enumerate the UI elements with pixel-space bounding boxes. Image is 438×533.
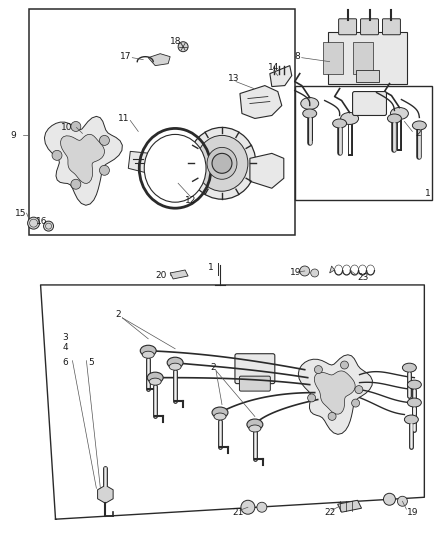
Text: 13: 13: [228, 74, 240, 83]
Ellipse shape: [303, 109, 317, 118]
Bar: [323, 42, 343, 74]
Circle shape: [355, 385, 363, 393]
Ellipse shape: [407, 380, 421, 389]
Circle shape: [384, 493, 396, 505]
Text: 19: 19: [290, 269, 301, 278]
Ellipse shape: [149, 378, 161, 385]
FancyBboxPatch shape: [339, 19, 357, 35]
Text: 23: 23: [357, 273, 369, 282]
Circle shape: [71, 179, 81, 189]
Text: 9: 9: [11, 131, 16, 140]
Polygon shape: [338, 500, 361, 512]
Ellipse shape: [169, 363, 181, 370]
FancyBboxPatch shape: [328, 32, 407, 84]
Ellipse shape: [214, 413, 226, 420]
Text: 12: 12: [185, 196, 197, 205]
Circle shape: [99, 135, 110, 146]
Circle shape: [311, 269, 319, 277]
Bar: [353, 42, 372, 74]
Text: 3: 3: [63, 333, 68, 342]
Circle shape: [340, 361, 349, 369]
Ellipse shape: [144, 134, 206, 202]
Ellipse shape: [140, 345, 156, 356]
Ellipse shape: [388, 114, 401, 123]
Circle shape: [212, 154, 232, 173]
Text: 2: 2: [115, 310, 121, 319]
Ellipse shape: [341, 112, 359, 124]
Ellipse shape: [188, 127, 256, 199]
Polygon shape: [330, 266, 335, 273]
Ellipse shape: [147, 372, 163, 383]
FancyBboxPatch shape: [240, 376, 270, 391]
Polygon shape: [314, 371, 355, 414]
Polygon shape: [60, 134, 105, 183]
Circle shape: [314, 366, 322, 374]
Ellipse shape: [196, 135, 248, 191]
Polygon shape: [240, 86, 282, 118]
Bar: [28, 9, 295, 235]
Text: 17: 17: [120, 52, 132, 61]
Ellipse shape: [403, 363, 417, 372]
Ellipse shape: [207, 148, 237, 179]
Circle shape: [28, 217, 39, 229]
Polygon shape: [250, 154, 284, 188]
Text: 11: 11: [118, 114, 130, 123]
Text: 10: 10: [60, 123, 72, 132]
Ellipse shape: [167, 357, 183, 368]
Circle shape: [52, 150, 62, 160]
Bar: [295, 86, 432, 200]
Text: 19: 19: [407, 508, 419, 516]
Text: 6: 6: [63, 358, 68, 367]
Circle shape: [257, 502, 267, 512]
Polygon shape: [170, 270, 188, 279]
Ellipse shape: [332, 119, 346, 128]
Ellipse shape: [301, 98, 319, 109]
Ellipse shape: [142, 351, 154, 358]
FancyBboxPatch shape: [382, 19, 400, 35]
Text: 16: 16: [35, 216, 47, 225]
Circle shape: [241, 500, 255, 514]
Circle shape: [300, 266, 310, 276]
Circle shape: [43, 221, 53, 231]
Ellipse shape: [247, 419, 263, 430]
Text: 1: 1: [425, 189, 431, 198]
Text: 8: 8: [295, 52, 300, 61]
Text: 14: 14: [268, 63, 279, 72]
Text: 1: 1: [208, 263, 214, 272]
Bar: [356, 70, 379, 82]
Polygon shape: [128, 151, 155, 173]
Circle shape: [328, 413, 336, 421]
Text: 2: 2: [415, 129, 421, 138]
Circle shape: [71, 122, 81, 132]
Polygon shape: [148, 54, 170, 66]
Text: 20: 20: [155, 271, 166, 280]
Text: 5: 5: [88, 358, 94, 367]
Polygon shape: [270, 66, 292, 86]
Text: 21: 21: [232, 508, 244, 516]
FancyBboxPatch shape: [353, 92, 386, 116]
Text: 2: 2: [210, 363, 215, 372]
Circle shape: [178, 42, 188, 52]
Polygon shape: [98, 486, 113, 503]
Circle shape: [352, 399, 360, 407]
Polygon shape: [44, 116, 122, 205]
Ellipse shape: [413, 121, 426, 130]
Text: 4: 4: [63, 343, 68, 352]
Circle shape: [307, 394, 316, 402]
Text: 18: 18: [170, 37, 182, 46]
Ellipse shape: [407, 398, 421, 407]
Circle shape: [99, 165, 110, 175]
Text: 15: 15: [14, 209, 26, 217]
Text: 22: 22: [325, 508, 336, 516]
Ellipse shape: [404, 415, 418, 424]
FancyBboxPatch shape: [360, 19, 378, 35]
Ellipse shape: [249, 425, 261, 432]
Circle shape: [397, 496, 407, 506]
Polygon shape: [298, 355, 372, 434]
FancyBboxPatch shape: [235, 354, 275, 384]
Ellipse shape: [212, 407, 228, 418]
Ellipse shape: [390, 108, 408, 119]
